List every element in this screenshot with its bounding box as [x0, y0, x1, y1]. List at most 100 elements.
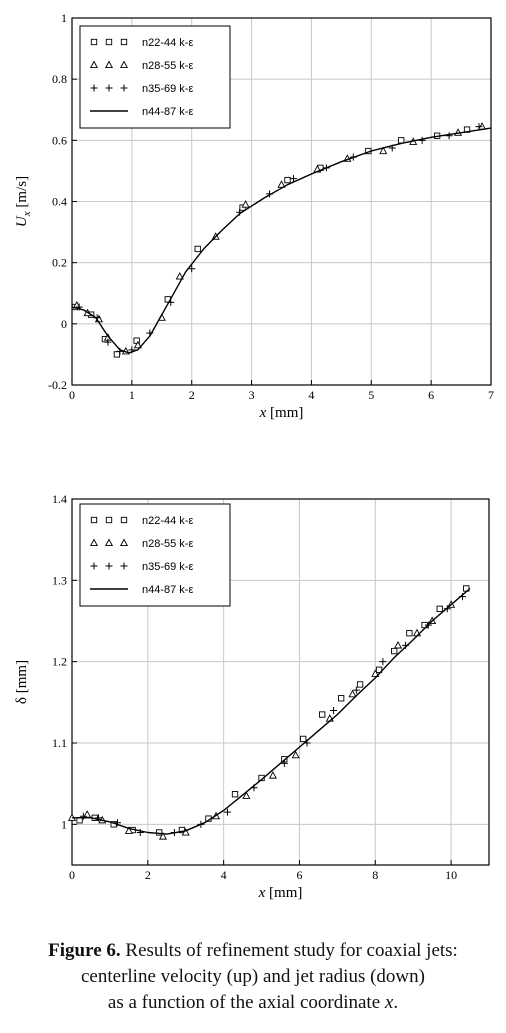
data-point: [330, 706, 338, 714]
legend-symbol: [90, 516, 128, 524]
legend-marker: [90, 38, 98, 46]
data-point: [475, 123, 483, 131]
data-point: [280, 759, 288, 767]
y-tick-label: 1.2: [52, 655, 67, 669]
legend-symbol: [89, 538, 129, 547]
data-point: [379, 146, 388, 155]
data-point: [156, 829, 163, 836]
y-axis-unit: [mm]: [14, 660, 30, 697]
x-tick-label: 2: [189, 388, 195, 402]
series-line: [71, 127, 492, 354]
data-point: [393, 640, 403, 649]
legend-label: n22-44 k-ε: [142, 515, 193, 527]
x-tick-label: 4: [221, 868, 227, 882]
legend-marker: [104, 538, 114, 547]
caption-line2: centerline velocity (up) and jet radius …: [81, 966, 425, 987]
data-point: [391, 647, 398, 655]
x-tick-label: 0: [69, 868, 75, 882]
data-point: [375, 666, 383, 673]
data-point: [300, 735, 307, 743]
series-line: [71, 127, 492, 354]
y-tick-label: 1.4: [52, 492, 67, 506]
y-tick-label: 0.8: [52, 72, 67, 86]
x-tick-label: 8: [372, 868, 378, 882]
figure-caption: Figure 6. Results of refinement study fo…: [0, 938, 506, 1016]
data-point: [379, 658, 387, 666]
series-triangle: [67, 600, 456, 840]
legend-label: n35-69 k-ε: [142, 83, 193, 95]
legend-marker: [89, 538, 99, 547]
legend-marker: [105, 84, 113, 92]
legend-marker: [120, 38, 128, 46]
legend-symbol: [90, 562, 128, 570]
y-tick-label: 1.1: [52, 736, 67, 750]
data-point: [239, 204, 246, 211]
legend-marker: [89, 60, 99, 69]
y-axis-label: Ux [m/s]: [14, 176, 33, 227]
caption-var: x: [384, 992, 394, 1013]
data-point: [284, 176, 291, 184]
data-point: [241, 200, 250, 208]
legend-marker: [120, 562, 128, 570]
caption-line1: Results of refinement study for coaxial …: [120, 940, 458, 961]
x-tick-label: 2: [145, 868, 151, 882]
legend-label: n28-55 k-ε: [142, 60, 193, 72]
data-point: [268, 771, 277, 779]
data-point: [181, 828, 190, 836]
y-axis-unit: [m/s]: [14, 176, 30, 211]
data-point: [188, 265, 196, 273]
legend: n22-44 k-ε n28-55 k-ε n35-69 k-ε n44-87 k-ε: [79, 25, 231, 129]
legend-marker: [105, 38, 113, 46]
legend-marker: [119, 60, 129, 69]
caption-label: Figure 6.: [48, 940, 121, 961]
legend-label: n44-87 k-ε: [142, 584, 193, 596]
x-tick-label: 1: [129, 388, 135, 402]
plot-frame: [71, 498, 490, 866]
data-point: [175, 271, 184, 280]
data-point: [418, 136, 426, 144]
y-tick-label: 1: [61, 817, 67, 831]
x-axis-unit: [mm]: [265, 885, 302, 901]
legend-marker: [90, 84, 98, 92]
data-point: [113, 351, 121, 358]
legend-label: n44-87 k-ε: [142, 106, 193, 118]
data-point: [104, 338, 112, 346]
x-tick-label: 7: [488, 388, 494, 402]
legend-marker: [105, 516, 113, 524]
legend-marker: [120, 516, 128, 524]
data-point: [133, 340, 142, 349]
legend-symbol: [90, 38, 128, 46]
data-point: [223, 808, 231, 816]
legend-label: n28-55 k-ε: [142, 538, 193, 550]
x-tick-label: 6: [428, 388, 434, 402]
legend-marker: [104, 60, 114, 69]
data-point: [445, 132, 453, 140]
y-axis-subscript: x: [21, 211, 33, 217]
data-point: [79, 812, 87, 820]
x-tick-label: 6: [296, 868, 302, 882]
data-point: [158, 832, 168, 840]
data-point: [124, 826, 133, 834]
data-point: [277, 180, 286, 188]
series-square: [76, 585, 470, 836]
data-point: [352, 686, 360, 694]
y-tick-label: 0.6: [52, 133, 67, 147]
y-axis-label: δ [mm]: [14, 660, 30, 704]
x-axis-var: x: [259, 405, 267, 421]
legend-symbol: [90, 84, 128, 92]
x-axis-unit: [mm]: [266, 405, 303, 421]
x-axis-var: x: [258, 885, 266, 901]
series-line: [72, 587, 471, 835]
legend-marker: [90, 516, 98, 524]
chart-centerline-velocity: 0 1 2 3 4 5 6 7-0.200.20.40.60.81x [mm]Ux [m/s]…: [14, 11, 494, 421]
data-point: [231, 791, 239, 798]
series-plus: [79, 593, 466, 836]
legend-label: n22-44 k-ε: [142, 37, 193, 49]
x-tick-label: 4: [308, 388, 314, 402]
y-tick-label: 0.2: [52, 256, 67, 270]
x-tick-label: 10: [445, 868, 457, 882]
data-point: [348, 689, 357, 698]
series-triangle: [72, 122, 487, 355]
series-plus: [75, 123, 483, 355]
